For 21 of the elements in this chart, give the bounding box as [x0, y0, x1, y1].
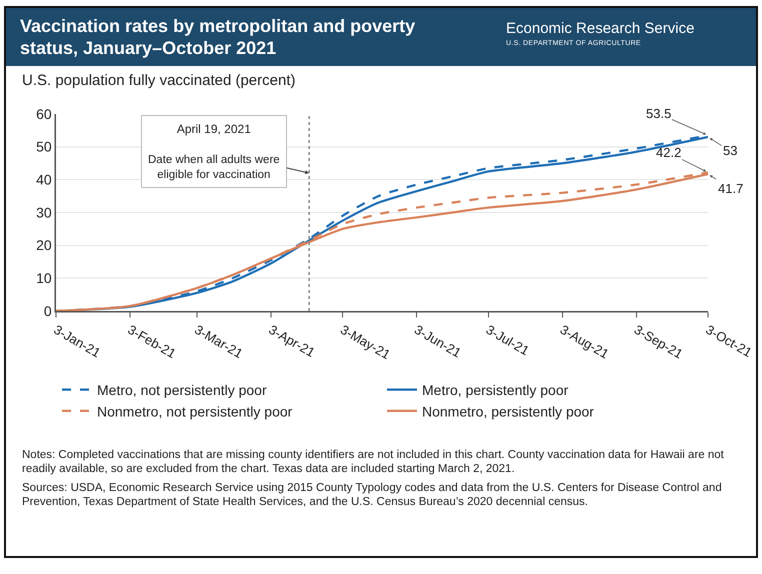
y-tick-label: 30: [36, 204, 52, 220]
annotation: 53.5: [646, 106, 672, 121]
y-axis-title: U.S. population fully vaccinated (percent): [22, 72, 296, 89]
legend-label: Nonmetro, not persistently poor: [97, 403, 293, 420]
source-note: Sources: USDA, Economic Research Service using 2015 County Typology codes and data from the U.S. Centers for Disease Control and Prevention, Texas Department of State Health Services, and the U.S. Census Bureau’s 2020 decennial census.: [22, 481, 723, 509]
text: Notes: Completed vaccinations that are missing county identifiers are not included in this chart. County vaccination data for Hawaii are not readily available, so are excluded from the chart. Texas data are included starting March 2, 2021.: [22, 448, 725, 476]
y-tick-label: 40: [36, 172, 52, 188]
legend-label: Nonmetro, persistently poor: [422, 403, 594, 420]
chart-title: Vaccination rates by metropolitan and poverty status, January–October 2021: [20, 15, 416, 59]
y-tick-label: 0: [44, 302, 52, 319]
legend-label: Metro, not persistently poor: [97, 382, 267, 398]
text: April 19, 2021 Date when all adults were eligible for vaccination: [148, 122, 280, 181]
annotation: 42.2: [656, 145, 682, 160]
y-tick-label: 20: [36, 237, 52, 254]
annotation: 53: [723, 143, 738, 158]
text: Economic Research Service: [506, 20, 694, 37]
legend-label: Metro, persistently poor: [422, 382, 569, 398]
y-tick-label: 50: [36, 138, 52, 155]
y-tick-label: 60: [36, 106, 52, 122]
annotation: 41.7: [718, 181, 744, 196]
y-tick-label: 10: [36, 270, 52, 286]
